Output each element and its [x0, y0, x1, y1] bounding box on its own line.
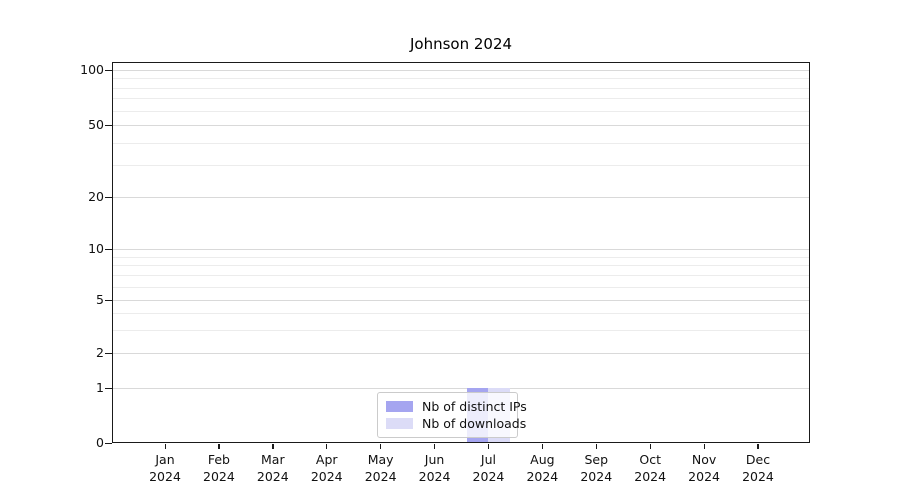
- x-tick-month: Apr: [315, 452, 338, 467]
- legend: Nb of distinct IPs Nb of downloads: [377, 392, 527, 438]
- x-tick-month: Jun: [424, 452, 445, 467]
- x-tick-label: Oct 2024: [623, 451, 677, 485]
- x-tick-mark: [703, 444, 705, 449]
- x-tick-label: Jun 2024: [408, 451, 462, 485]
- x-tick-mark: [272, 444, 274, 449]
- x-tick-mark: [326, 444, 328, 449]
- x-tick-year: 2024: [364, 469, 397, 484]
- y-tick-label: 10: [88, 241, 104, 256]
- major-gridline: [113, 353, 809, 354]
- x-tick-year: 2024: [742, 469, 774, 484]
- x-tick-label: Jul 2024: [461, 451, 515, 485]
- minor-gridline: [113, 110, 809, 112]
- minor-gridline: [113, 286, 809, 288]
- x-tick-label: Nov 2024: [677, 451, 731, 485]
- x-tick-year: 2024: [256, 469, 289, 484]
- x-tick-label: Feb 2024: [192, 451, 246, 485]
- major-gridline: [113, 125, 809, 126]
- x-tick-year: 2024: [418, 469, 451, 484]
- x-tick-mark: [649, 444, 651, 449]
- y-tick-mark: [105, 196, 112, 198]
- x-tick-month: Dec: [745, 452, 771, 467]
- x-tick-year: 2024: [149, 469, 181, 484]
- minor-gridline: [113, 98, 809, 100]
- chart-title: Johnson 2024: [409, 35, 513, 53]
- y-tick-label: 5: [96, 292, 104, 307]
- x-tick-mark: [757, 444, 759, 449]
- x-tick-year: 2024: [688, 469, 720, 484]
- x-tick-month: Mar: [261, 452, 285, 467]
- major-gridline: [113, 388, 809, 389]
- x-tick-label: May 2024: [354, 451, 408, 485]
- x-tick-month: Jan: [155, 452, 175, 467]
- x-tick-year: 2024: [203, 469, 235, 484]
- x-tick-label: Jan 2024: [138, 451, 192, 485]
- x-tick-label: Apr 2024: [300, 451, 354, 485]
- x-tick-label: Dec 2024: [731, 451, 785, 485]
- legend-label-downloads: Nb of downloads: [422, 416, 527, 432]
- x-tick-label: Sep 2024: [569, 451, 623, 485]
- y-tick-label: 100: [80, 62, 104, 77]
- minor-gridline: [113, 265, 809, 267]
- legend-item-distinct-ips: Nb of distinct IPs: [386, 399, 527, 414]
- x-tick-mark: [541, 444, 544, 449]
- x-tick-mark: [595, 444, 597, 449]
- y-tick-mark: [105, 387, 112, 389]
- x-tick-month: Oct: [639, 452, 661, 467]
- minor-gridline: [113, 78, 809, 80]
- legend-swatch-downloads: [386, 418, 413, 430]
- x-tick-mark: [380, 444, 382, 449]
- y-tick-mark: [105, 248, 112, 250]
- minor-gridline: [113, 142, 809, 144]
- y-tick-mark: [105, 352, 112, 354]
- y-tick-label: 1: [96, 380, 104, 395]
- x-tick-label: Mar 2024: [246, 451, 300, 485]
- x-tick-month: Sep: [584, 452, 609, 467]
- minor-gridline: [113, 275, 809, 277]
- y-tick-mark: [105, 299, 112, 301]
- x-tick-year: 2024: [526, 469, 559, 484]
- minor-gridline: [113, 165, 809, 167]
- x-tick-month: Jul: [480, 452, 496, 467]
- x-tick-month: Feb: [207, 452, 230, 467]
- x-tick-year: 2024: [634, 469, 667, 484]
- x-tick-mark: [164, 444, 166, 449]
- minor-gridline: [113, 312, 809, 314]
- legend-label-distinct-ips: Nb of distinct IPs: [422, 398, 527, 414]
- y-tick-mark: [105, 124, 112, 126]
- minor-gridline: [113, 256, 809, 258]
- y-tick-mark: [105, 69, 112, 71]
- x-tick-month: Nov: [691, 452, 717, 467]
- y-tick-label: 50: [88, 117, 104, 132]
- x-tick-year: 2024: [310, 469, 343, 484]
- x-tick-year: 2024: [580, 469, 613, 484]
- legend-swatch-distinct-ips: [386, 400, 413, 412]
- major-gridline: [113, 300, 809, 301]
- major-gridline: [113, 70, 809, 71]
- x-tick-mark: [487, 444, 490, 449]
- x-tick-year: 2024: [472, 469, 505, 484]
- major-gridline: [113, 197, 809, 198]
- x-tick-month: May: [367, 452, 394, 467]
- x-tick-label: Aug 2024: [515, 451, 569, 485]
- major-gridline: [113, 249, 809, 250]
- x-tick-month: Aug: [530, 452, 555, 467]
- x-tick-mark: [434, 444, 436, 449]
- x-tick-mark: [218, 444, 220, 449]
- y-tick-mark: [105, 442, 112, 444]
- y-tick-label: 20: [88, 189, 104, 204]
- plot-border: [112, 62, 810, 443]
- legend-item-downloads: Nb of downloads: [386, 416, 526, 431]
- y-tick-label: 0: [96, 435, 104, 450]
- minor-gridline: [113, 329, 809, 331]
- y-tick-label: 2: [96, 345, 104, 360]
- minor-gridline: [113, 87, 809, 89]
